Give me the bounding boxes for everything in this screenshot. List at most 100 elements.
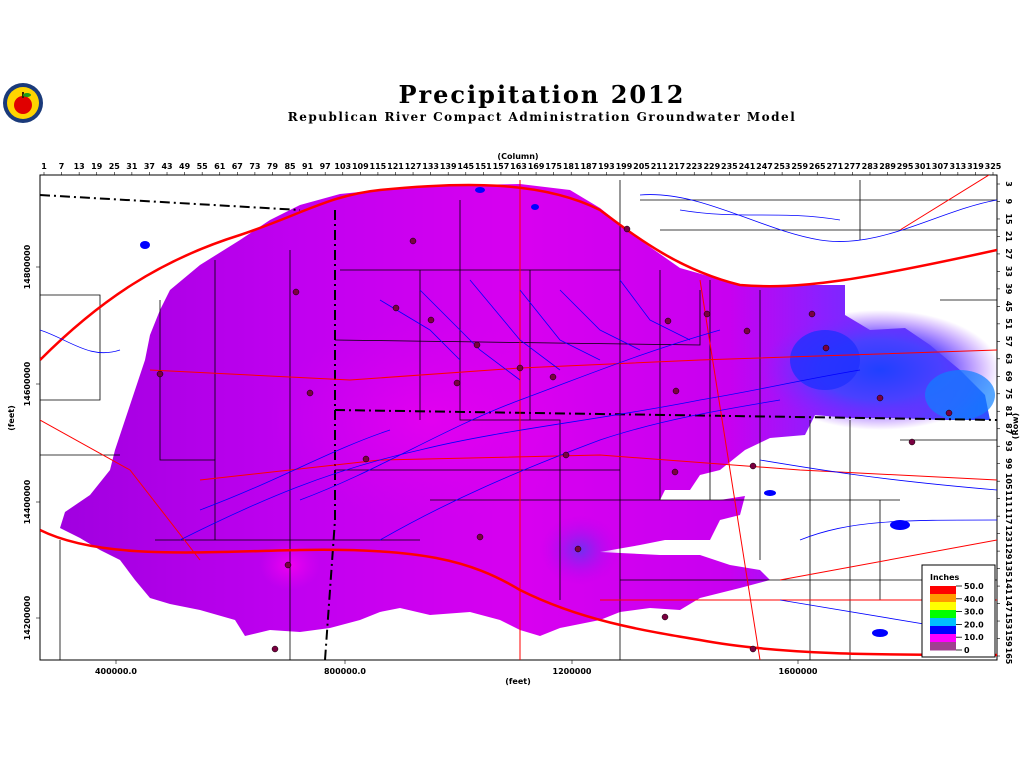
column-tick-label: 49 (179, 162, 191, 171)
column-tick-label: 319 (967, 162, 984, 171)
column-tick-label: 193 (598, 162, 615, 171)
legend-label: 0 (964, 646, 970, 655)
column-tick-label: 211 (651, 162, 668, 171)
column-tick-label: 199 (616, 162, 633, 171)
column-tick-label: 247 (756, 162, 773, 171)
legend-label: 10.0 (964, 633, 984, 642)
column-tick-label: 205 (633, 162, 650, 171)
x-tick-label: 1600000 (779, 667, 818, 676)
column-tick-label: 43 (161, 162, 172, 171)
row-tick-label: 129 (1004, 543, 1013, 560)
column-tick-label: 187 (580, 162, 597, 171)
legend: Inches 50.0 40.0 30.0 20.0 10.0 0 (921, 564, 996, 658)
streams (40, 194, 997, 631)
row-axis-label: (Row) (1011, 413, 1020, 439)
row-tick-label: 147 (1004, 595, 1013, 612)
legend-label: 40.0 (964, 595, 984, 604)
column-axis: 1 7 13 19 25 31 37 43 49 55 61 67 73 79 85 91 97 103 109 11… (41, 162, 1002, 175)
x-tick-label: 800000.0 (324, 667, 366, 676)
row-tick-label: 51 (1004, 318, 1013, 330)
column-tick-label: 133 (422, 162, 439, 171)
column-tick-label: 67 (232, 162, 243, 171)
column-tick-label: 61 (214, 162, 226, 171)
row-tick-label: 165 (1004, 648, 1013, 665)
column-tick-label: 217 (668, 162, 685, 171)
row-tick-label: 159 (1004, 630, 1013, 647)
row-tick-label: 3 (1004, 181, 1013, 187)
column-tick-label: 157 (493, 162, 510, 171)
column-tick-label: 283 (862, 162, 879, 171)
row-tick-label: 117 (1004, 508, 1013, 525)
column-tick-label: 289 (879, 162, 896, 171)
row-tick-label: 27 (1004, 248, 1013, 259)
row-tick-label: 111 (1004, 490, 1013, 507)
row-tick-label: 15 (1004, 213, 1013, 225)
legend-swatch (930, 610, 956, 619)
row-tick-label: 21 (1004, 231, 1013, 243)
row-tick-label: 123 (1004, 525, 1013, 542)
column-tick-label: 37 (144, 162, 155, 171)
legend-swatch (930, 602, 956, 611)
legend-swatch (930, 642, 956, 651)
row-tick-label: 93 (1004, 441, 1013, 452)
row-tick-label: 39 (1004, 283, 1013, 295)
column-tick-label: 163 (510, 162, 527, 171)
row-tick-label: 153 (1004, 613, 1013, 630)
legend-label: 20.0 (964, 620, 984, 629)
legend-swatch (930, 626, 956, 635)
state-boundaries (40, 194, 997, 660)
column-tick-label: 181 (563, 162, 580, 171)
legend-label: 30.0 (964, 608, 984, 617)
row-tick-label: 99 (1004, 458, 1013, 470)
row-tick-label: 141 (1004, 578, 1013, 595)
legend-swatch (930, 634, 956, 643)
y-tick-label: 14400000 (23, 479, 32, 524)
column-tick-label: 139 (440, 162, 457, 171)
column-tick-label: 271 (826, 162, 843, 171)
row-tick-label: 57 (1004, 336, 1013, 347)
column-tick-label: 25 (109, 162, 121, 171)
row-tick-label: 45 (1004, 301, 1013, 313)
column-tick-label: 295 (897, 162, 914, 171)
column-tick-label: 229 (703, 162, 720, 171)
lakes (140, 187, 910, 637)
column-tick-label: 121 (387, 162, 404, 171)
row-tick-label: 81 (1004, 406, 1013, 418)
row-tick-label: 69 (1004, 371, 1013, 383)
x-axis-label: (feet) (505, 677, 530, 686)
column-tick-label: 7 (59, 162, 65, 171)
y-feet-axis: 14800000 14600000 14400000 14200000 (23, 244, 40, 640)
column-tick-label: 31 (126, 162, 138, 171)
row-tick-label: 63 (1004, 353, 1013, 364)
column-tick-label: 325 (985, 162, 1002, 171)
row-tick-label: 75 (1004, 388, 1013, 400)
legend-swatch (930, 586, 956, 595)
column-tick-label: 313 (950, 162, 967, 171)
column-tick-label: 151 (475, 162, 492, 171)
column-tick-label: 85 (284, 162, 296, 171)
y-tick-label: 14800000 (23, 244, 32, 289)
legend-label: 50.0 (964, 582, 984, 591)
apple-seal-icon (3, 83, 43, 123)
row-tick-label: 87 (1004, 423, 1013, 434)
page-subtitle: Republican River Compact Administration … (287, 110, 797, 124)
legend-title: Inches (930, 573, 960, 582)
column-tick-label: 79 (267, 162, 279, 171)
column-tick-label: 259 (791, 162, 808, 171)
column-tick-label: 277 (844, 162, 861, 171)
x-tick-label: 400000.0 (95, 667, 137, 676)
column-tick-label: 55 (197, 162, 209, 171)
station-points (156, 225, 953, 653)
column-tick-label: 127 (405, 162, 422, 171)
column-tick-label: 97 (320, 162, 331, 171)
column-tick-label: 19 (91, 162, 103, 171)
column-tick-label: 109 (352, 162, 369, 171)
row-tick-label: 135 (1004, 560, 1013, 577)
x-feet-axis: 400000.0 800000.0 1200000 1600000 (95, 660, 818, 676)
column-tick-label: 169 (528, 162, 545, 171)
column-tick-label: 223 (686, 162, 703, 171)
row-axis: 3915212733394551576369758187939910511111… (997, 181, 1013, 665)
column-tick-label: 235 (721, 162, 738, 171)
column-tick-label: 73 (249, 162, 260, 171)
